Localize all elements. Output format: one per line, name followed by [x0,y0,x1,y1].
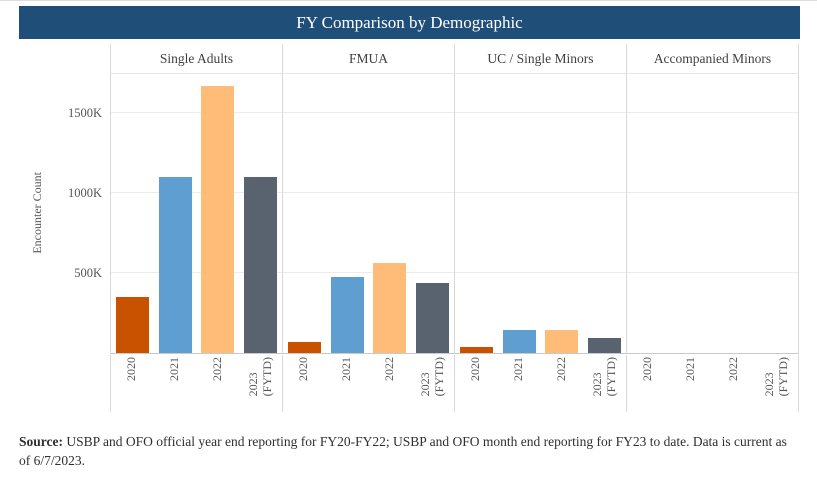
x-label-2023-fytd: 2023 (FYTD) [761,357,790,397]
x-label-2022: 2022 [553,357,568,381]
y-axis-title: Encounter Count [29,172,44,254]
x-label-2022: 2022 [381,357,396,381]
bar-uc-single-minors-2022[interactable] [545,330,579,353]
x-labels-single-adults: 2020 2021 2022 2023 (FYTD) [111,355,283,412]
panel-headers: Single Adults FMUA UC / Single Minors Ac… [110,44,799,73]
x-label-2021: 2021 [683,357,698,381]
x-label-2020: 2020 [124,357,139,381]
plot-area [110,73,799,354]
x-label-2020: 2020 [296,357,311,381]
panel-header-uc-single-minors: UC / Single Minors [455,44,627,73]
page-title: FY Comparison by Demographic [296,12,523,32]
x-label-2021: 2021 [167,357,182,381]
bar-fmua-2023-fytd[interactable] [416,283,450,353]
panel-single-adults [111,74,283,353]
x-label-2021: 2021 [339,357,354,381]
panel-uc-single-minors [455,74,627,353]
x-label-2023-fytd: 2023 (FYTD) [245,357,274,397]
x-labels-accompanied-minors: 2020 2021 2022 2023 (FYTD) [627,355,798,412]
bar-single-adults-2020[interactable] [115,297,149,353]
panel-header-fmua: FMUA [283,44,455,73]
panel-fmua [283,74,455,353]
bar-single-adults-2021[interactable] [158,177,192,353]
bar-uc-single-minors-2023-fytd[interactable] [588,338,622,353]
x-label-2022: 2022 [725,357,740,381]
x-axis-labels: 2020 2021 2022 2023 (FYTD) 2020 2021 202… [110,355,799,412]
x-labels-uc-single-minors: 2020 2021 2022 2023 (FYTD) [455,355,627,412]
x-labels-fmua: 2020 2021 2022 2023 (FYTD) [283,355,455,412]
y-tick-1500k: 1500K [67,106,102,120]
title-bar: FY Comparison by Demographic [19,6,800,39]
panel-accompanied-minors [627,74,798,353]
x-label-2020: 2020 [640,357,655,381]
bar-single-adults-2023-fytd[interactable] [244,177,278,353]
x-label-2023-fytd: 2023 (FYTD) [417,357,446,397]
panel-header-single-adults: Single Adults [111,44,283,73]
bar-fmua-2022[interactable] [373,263,407,353]
source-label: Source: [19,434,63,449]
x-label-2020: 2020 [468,357,483,381]
x-label-2022: 2022 [209,357,224,381]
source-text: USBP and OFO official year end reporting… [19,434,787,468]
source-note: Source: USBP and OFO official year end r… [19,432,799,470]
panel-header-accompanied-minors: Accompanied Minors [627,44,799,73]
bar-fmua-2021[interactable] [330,277,364,353]
x-label-2021: 2021 [511,357,526,381]
x-label-2023-fytd: 2023 (FYTD) [589,357,618,397]
bar-uc-single-minors-2020[interactable] [459,347,493,353]
bar-fmua-2020[interactable] [287,342,321,353]
bar-single-adults-2022[interactable] [201,86,235,353]
y-tick-500k: 500K [74,266,102,280]
y-tick-1000k: 1000K [67,186,102,200]
bar-uc-single-minors-2021[interactable] [502,330,536,353]
